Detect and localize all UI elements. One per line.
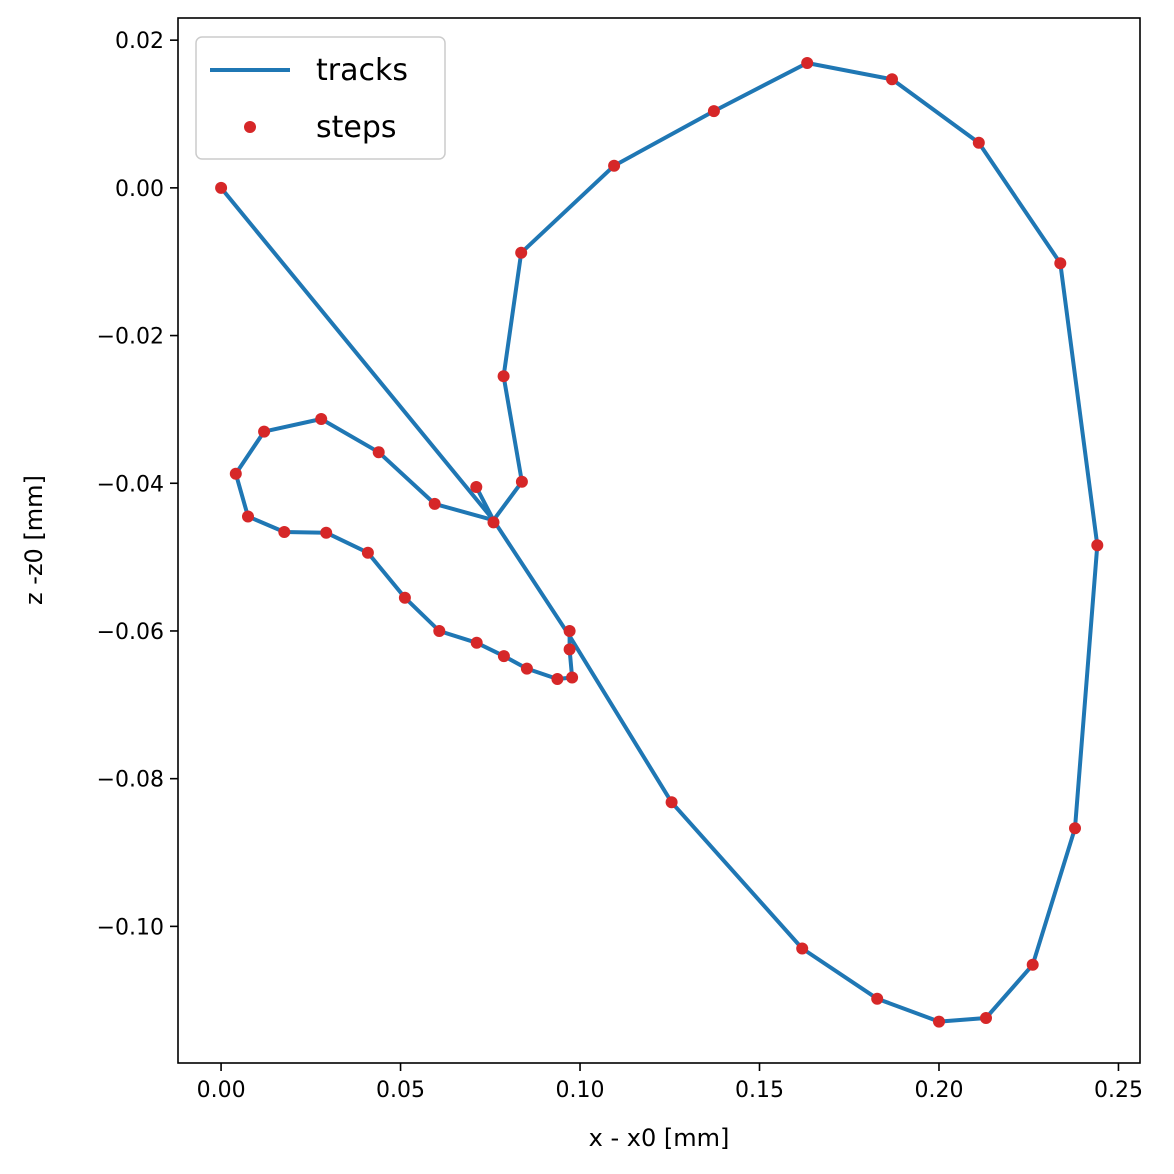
- step-point: [563, 625, 576, 637]
- step-point: [497, 650, 510, 663]
- y-tick-label: 0.00: [115, 177, 164, 202]
- step-point: [315, 413, 328, 425]
- step-point: [258, 425, 271, 438]
- step-point: [433, 625, 446, 637]
- y-tick-label: −0.08: [97, 768, 164, 793]
- step-point: [871, 992, 884, 1005]
- plot-area: [215, 57, 1104, 1028]
- step-point: [515, 246, 528, 259]
- legend-steps-swatch: [244, 121, 256, 133]
- steps-series: [215, 57, 1104, 1028]
- step-point: [520, 662, 533, 675]
- legend: tracks steps: [195, 36, 446, 160]
- step-point: [563, 643, 576, 656]
- track-line-1: [233, 417, 575, 681]
- step-point: [320, 526, 333, 539]
- legend-steps-label: steps: [316, 110, 397, 145]
- x-tick-label: 0.00: [197, 1078, 246, 1103]
- step-point: [801, 57, 814, 69]
- step-point: [470, 636, 483, 649]
- step-point: [886, 73, 898, 86]
- y-tick-label: −0.02: [97, 325, 164, 350]
- step-point: [551, 673, 564, 685]
- y-tick-label: −0.10: [97, 915, 164, 940]
- x-tick-label: 0.15: [735, 1078, 784, 1103]
- step-point: [1069, 822, 1081, 835]
- step-point: [372, 446, 385, 459]
- x-axis-label: x - x0 [mm]: [589, 1124, 730, 1152]
- y-tick-label: −0.06: [97, 620, 164, 645]
- step-point: [515, 475, 528, 488]
- x-tick-label: 0.05: [376, 1078, 425, 1103]
- step-point: [398, 591, 411, 604]
- y-tick-label: −0.04: [97, 472, 164, 497]
- step-point: [242, 510, 254, 523]
- legend-tracks-label: tracks: [316, 53, 408, 88]
- step-point: [487, 516, 500, 529]
- step-point: [1054, 257, 1067, 270]
- step-point: [972, 136, 985, 149]
- step-point: [1026, 958, 1039, 971]
- step-point: [796, 942, 809, 955]
- step-point: [278, 526, 291, 538]
- plot-frame: [177, 17, 1141, 1064]
- step-point: [707, 105, 720, 118]
- legend-box: [195, 36, 446, 160]
- y-axis-ticks: 0.02 0.00 −0.02 −0.04 −0.06 −0.08 −0.10: [97, 29, 178, 940]
- step-point: [361, 546, 374, 559]
- x-tick-label: 0.20: [914, 1078, 963, 1103]
- step-point: [665, 796, 678, 809]
- step-point: [497, 370, 510, 383]
- step-point: [229, 467, 242, 480]
- step-point: [428, 497, 441, 510]
- y-tick-label: 0.02: [115, 29, 164, 54]
- y-axis-label: z -z0 [mm]: [20, 475, 48, 605]
- step-point: [933, 1015, 945, 1028]
- x-tick-label: 0.10: [556, 1078, 605, 1103]
- step-point: [566, 671, 579, 684]
- step-point: [980, 1012, 992, 1024]
- step-point: [608, 159, 621, 172]
- step-point: [470, 481, 483, 493]
- x-axis-ticks: 0.00 0.05 0.10 0.15 0.20 0.25: [197, 1063, 1143, 1103]
- step-point: [215, 181, 228, 194]
- step-point: [1091, 539, 1104, 552]
- x-tick-label: 0.25: [1094, 1078, 1143, 1103]
